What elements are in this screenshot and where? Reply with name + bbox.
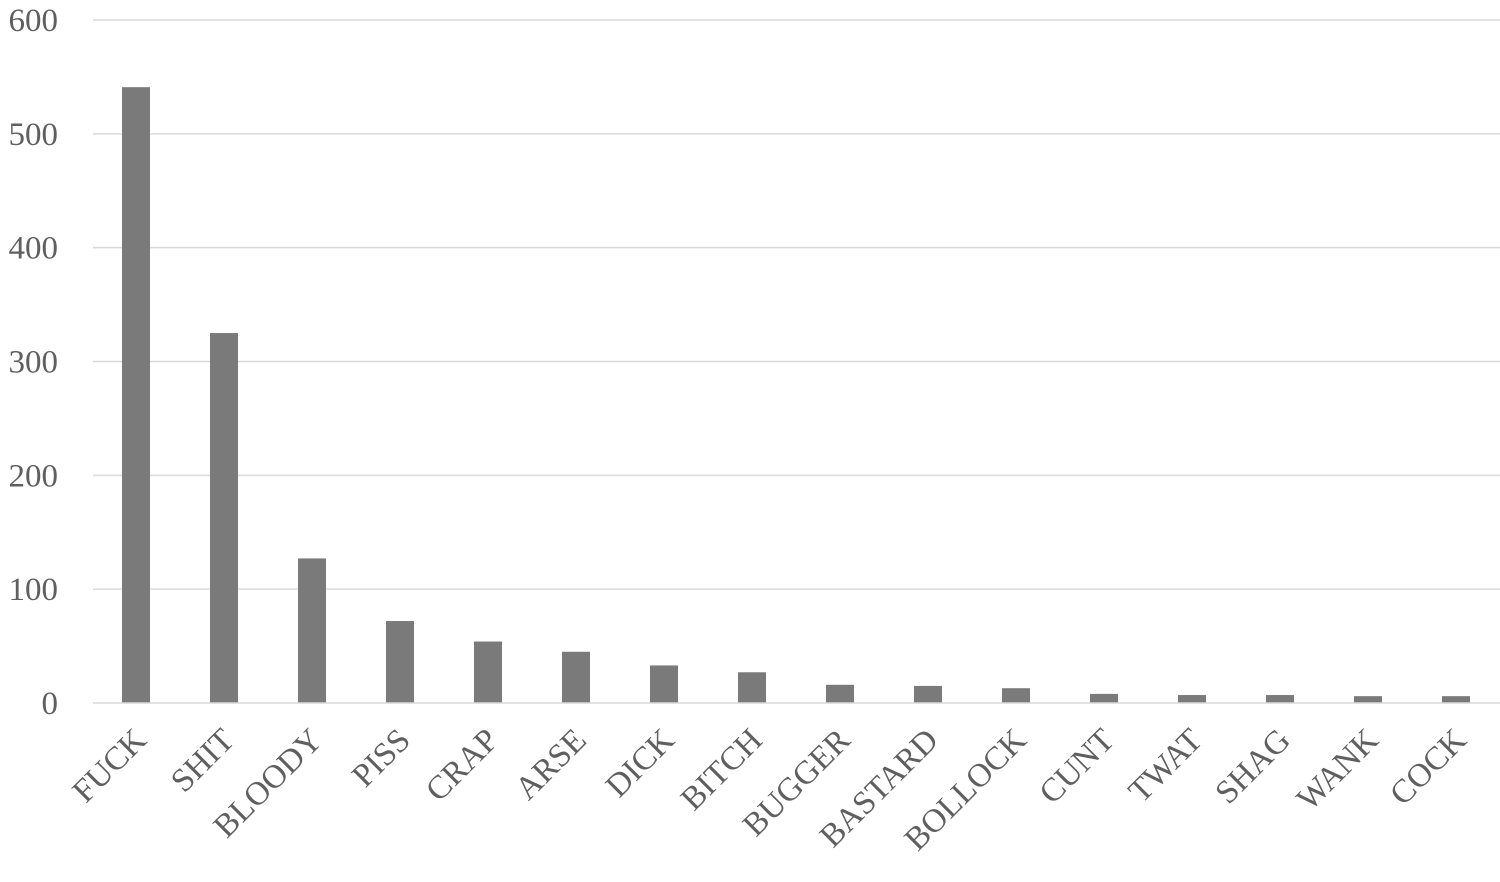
y-tick-label-400: 400	[9, 231, 59, 267]
x-tick-label-wank: WANK	[1290, 722, 1386, 818]
y-tick-label-0: 0	[42, 686, 59, 722]
bar-wank	[1354, 696, 1382, 703]
y-tick-label-500: 500	[9, 117, 59, 153]
x-tick-label-shag: SHAG	[1209, 722, 1298, 811]
bar-shag	[1266, 695, 1294, 703]
bar-bloody	[298, 558, 326, 703]
gridlines	[93, 19, 1500, 590]
x-tick-label-crap: CRAP	[419, 722, 505, 808]
bar-twat	[1178, 695, 1206, 703]
y-tick-label-200: 200	[9, 458, 59, 494]
bar-bugger	[826, 684, 854, 703]
bar-piss	[386, 621, 414, 703]
bar-cunt	[1090, 693, 1118, 703]
bar-bastard	[914, 685, 942, 703]
x-tick-label-arse: ARSE	[509, 722, 594, 807]
x-tick-label-shit: SHIT	[164, 722, 241, 799]
bar-bollock	[1002, 688, 1030, 703]
bar-bitch	[738, 672, 766, 703]
bar-crap	[474, 641, 502, 703]
x-tick-label-cock: COCK	[1383, 722, 1473, 812]
y-tick-label-100: 100	[9, 572, 59, 608]
y-axis-tick-labels: 0 100 200 300 400 500 600	[9, 3, 59, 722]
y-tick-label-600: 600	[9, 3, 59, 39]
x-tick-label-twat: TWAT	[1122, 722, 1210, 810]
bar-arse	[562, 651, 590, 703]
x-tick-label-cunt: CUNT	[1033, 722, 1122, 811]
x-tick-label-fuck: FUCK	[66, 722, 154, 810]
x-tick-label-dick: DICK	[599, 722, 682, 805]
y-tick-label-300: 300	[9, 345, 59, 381]
bar-cock	[1442, 696, 1470, 703]
bars	[122, 87, 1470, 703]
bar-dick	[650, 665, 678, 703]
bar-fuck	[122, 87, 150, 703]
x-tick-label-piss: PISS	[345, 722, 417, 794]
bar-shit	[210, 333, 238, 703]
